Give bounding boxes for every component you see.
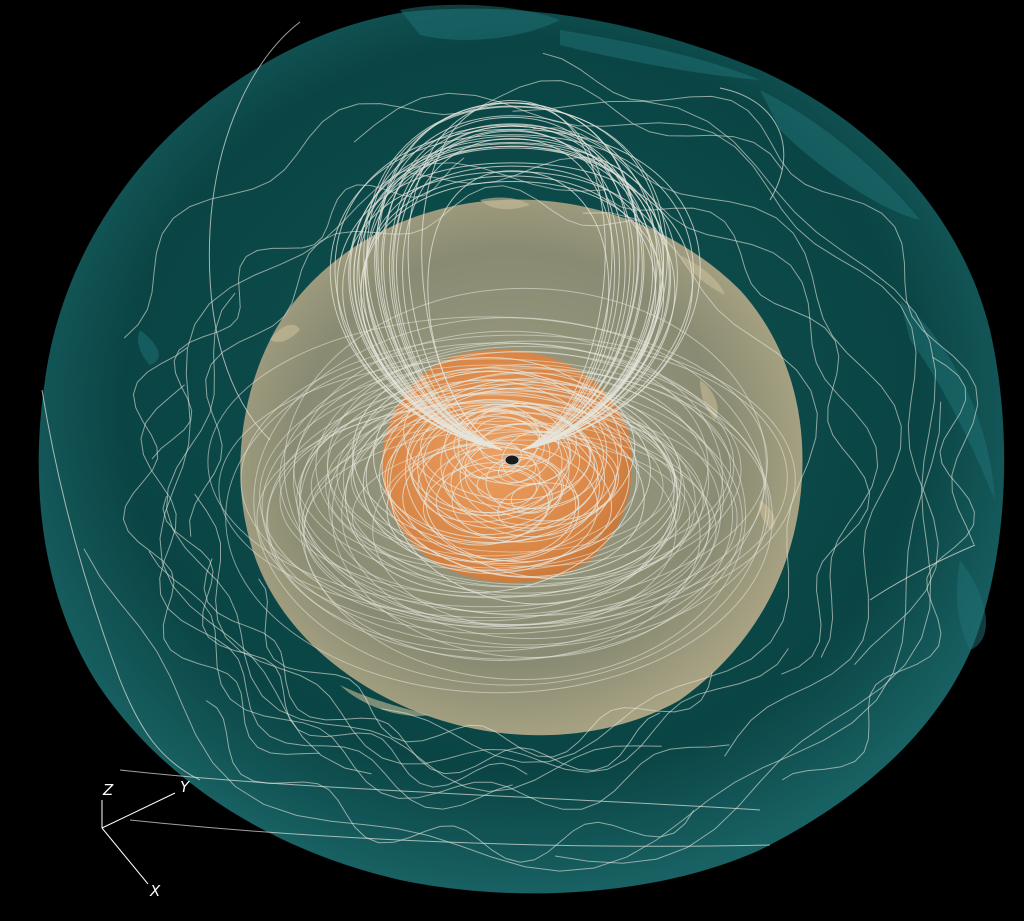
x-axis-line	[102, 828, 148, 884]
center-vortex-marker	[505, 455, 519, 465]
x-axis-label: X	[149, 882, 161, 900]
axes-triad	[102, 793, 175, 884]
z-axis-label: Z	[102, 781, 114, 799]
